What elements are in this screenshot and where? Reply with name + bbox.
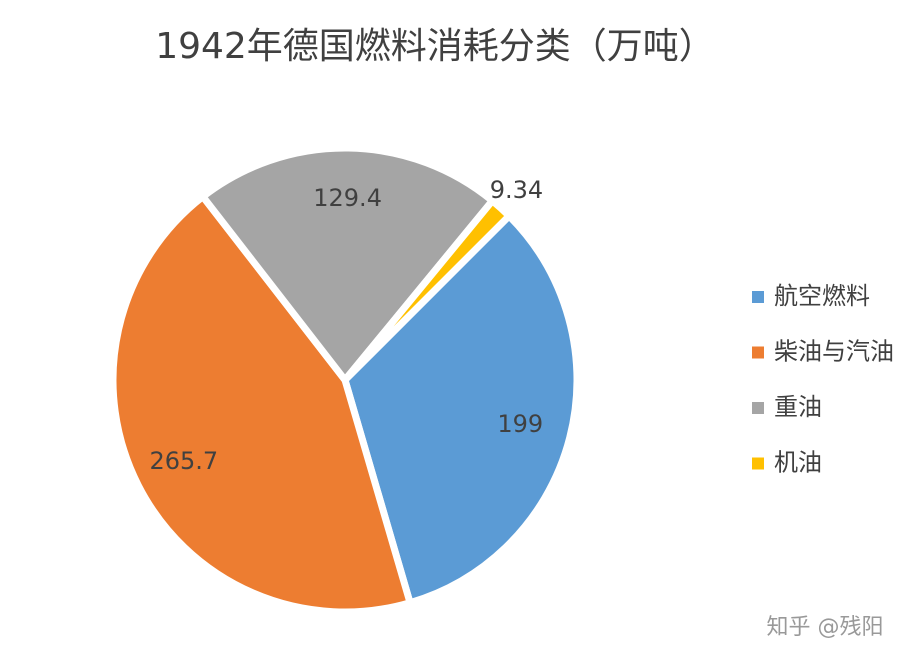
watermark: 知乎 @残阳 [767,615,884,640]
data-label: 265.7 [149,447,218,475]
pie-slice [342,195,514,383]
legend-label: 机油 [774,449,822,477]
data-label: 129.4 [313,184,382,212]
legend-swatch [752,291,764,303]
legend-swatch [752,457,764,470]
legend-swatch [752,346,764,359]
legend-label: 重油 [774,393,822,421]
legend-label: 柴油与汽油 [774,338,894,366]
pie-slice [197,144,498,386]
legend-swatch [752,402,764,414]
pie-slice [109,191,415,616]
data-label: 9.34 [490,176,543,204]
data-label: 199 [497,410,543,438]
pie-slice [341,210,581,608]
legend-label: 航空燃料 [774,282,870,310]
chart-title: 1942年德国燃料消耗分类（万吨） [155,26,715,67]
